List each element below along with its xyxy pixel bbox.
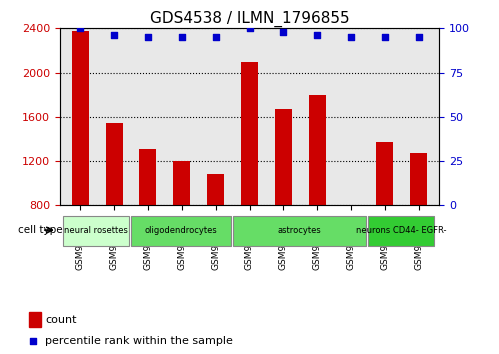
Point bbox=[76, 25, 84, 31]
Point bbox=[347, 34, 355, 40]
Point bbox=[212, 34, 220, 40]
Bar bbox=[72, 30, 89, 205]
Text: neurons CD44- EGFR-: neurons CD44- EGFR- bbox=[356, 225, 447, 235]
Point bbox=[313, 33, 321, 38]
FancyBboxPatch shape bbox=[131, 216, 231, 246]
Text: count: count bbox=[45, 315, 77, 325]
Text: neural rosettes: neural rosettes bbox=[64, 225, 128, 235]
Bar bbox=[29, 312, 41, 327]
Bar bbox=[309, 95, 326, 205]
Point bbox=[178, 34, 186, 40]
FancyBboxPatch shape bbox=[368, 216, 434, 246]
Point bbox=[381, 34, 389, 40]
Bar bbox=[241, 62, 258, 205]
FancyBboxPatch shape bbox=[63, 216, 129, 246]
Text: oligodendrocytes: oligodendrocytes bbox=[145, 225, 218, 235]
Point bbox=[110, 33, 118, 38]
Point bbox=[279, 29, 287, 35]
Point bbox=[415, 34, 423, 40]
Bar bbox=[410, 153, 427, 205]
Text: cell type: cell type bbox=[18, 225, 62, 235]
Bar bbox=[139, 149, 156, 205]
Bar bbox=[275, 109, 292, 205]
Bar bbox=[376, 142, 393, 205]
Point bbox=[246, 25, 253, 31]
Point bbox=[144, 34, 152, 40]
Point bbox=[315, 241, 323, 247]
FancyBboxPatch shape bbox=[233, 216, 366, 246]
Text: percentile rank within the sample: percentile rank within the sample bbox=[45, 336, 233, 346]
Text: GDS4538 / ILMN_1796855: GDS4538 / ILMN_1796855 bbox=[150, 11, 349, 27]
Bar bbox=[106, 124, 123, 205]
Bar bbox=[173, 161, 190, 205]
Bar bbox=[207, 175, 224, 205]
Text: astrocytes: astrocytes bbox=[277, 225, 321, 235]
